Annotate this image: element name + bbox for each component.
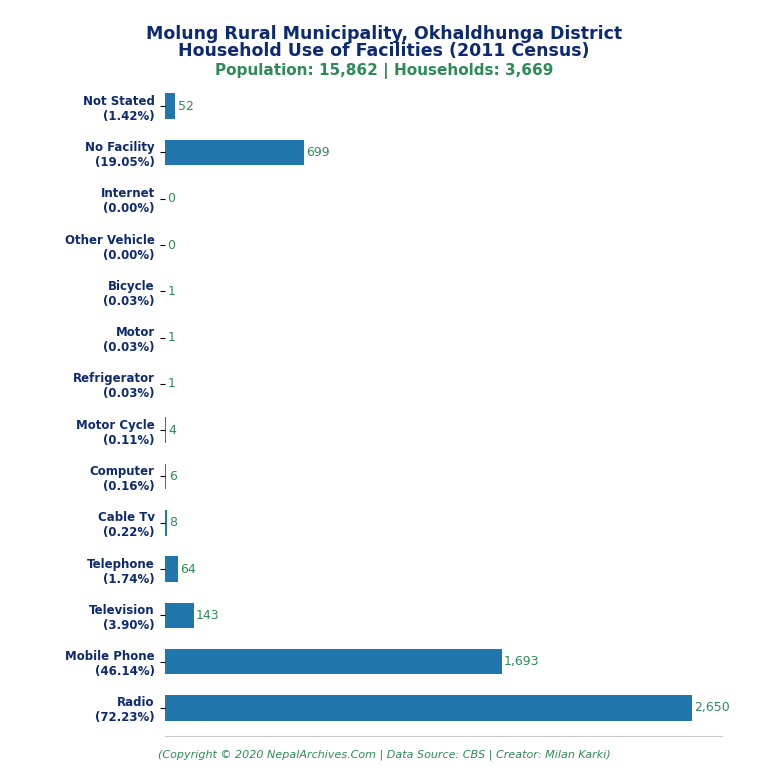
Text: 1: 1	[167, 331, 176, 344]
Text: 2,650: 2,650	[694, 701, 730, 714]
Text: 4: 4	[168, 424, 176, 437]
Text: 52: 52	[178, 100, 194, 113]
Text: 1: 1	[167, 285, 176, 298]
Text: 64: 64	[180, 563, 196, 575]
Text: Population: 15,862 | Households: 3,669: Population: 15,862 | Households: 3,669	[215, 63, 553, 79]
Text: Molung Rural Municipality, Okhaldhunga District: Molung Rural Municipality, Okhaldhunga D…	[146, 25, 622, 42]
Bar	[165, 464, 167, 489]
Bar	[165, 695, 692, 720]
Text: 6: 6	[169, 470, 177, 483]
Text: 699: 699	[306, 146, 330, 159]
Text: 1: 1	[167, 377, 176, 390]
Bar	[165, 418, 166, 443]
Text: 8: 8	[169, 516, 177, 529]
Text: (Copyright © 2020 NepalArchives.Com | Data Source: CBS | Creator: Milan Karki): (Copyright © 2020 NepalArchives.Com | Da…	[157, 750, 611, 760]
Bar	[165, 510, 167, 535]
Bar	[165, 140, 304, 165]
Text: 0: 0	[167, 192, 176, 205]
Bar	[165, 556, 178, 582]
Bar	[165, 94, 175, 119]
Text: Household Use of Facilities (2011 Census): Household Use of Facilities (2011 Census…	[178, 42, 590, 60]
Text: 1,693: 1,693	[504, 655, 540, 668]
Bar	[165, 603, 194, 628]
Text: 0: 0	[167, 239, 176, 251]
Bar	[165, 649, 502, 674]
Text: 143: 143	[196, 609, 220, 622]
